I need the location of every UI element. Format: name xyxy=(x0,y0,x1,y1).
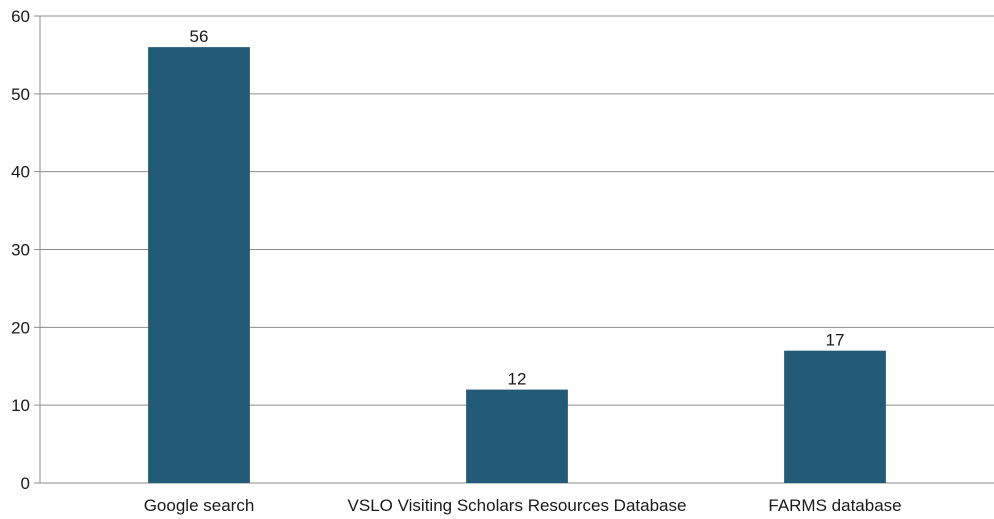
x-category-label: FARMS database xyxy=(768,496,901,515)
y-axis-ticks: 0 10 20 30 40 50 60 xyxy=(11,7,30,493)
bar xyxy=(466,389,568,483)
y-tick-label: 30 xyxy=(11,241,30,260)
y-tick-label: 50 xyxy=(11,85,30,104)
x-axis-categories: Google search VSLO Visiting Scholars Reso… xyxy=(144,496,902,515)
bar xyxy=(148,47,250,484)
data-labels: 56 12 17 xyxy=(190,27,845,388)
x-category-label: Google search xyxy=(144,496,255,515)
bar-value-label: 56 xyxy=(190,27,209,46)
y-tick-label: 20 xyxy=(11,318,30,337)
bar-value-label: 17 xyxy=(826,331,845,350)
y-tick-label: 0 xyxy=(21,474,30,493)
bar-value-label: 12 xyxy=(508,370,527,389)
y-tick-label: 40 xyxy=(11,163,30,182)
bars xyxy=(148,47,886,484)
y-tick-label: 10 xyxy=(11,396,30,415)
x-category-label: VSLO Visiting Scholars Resources Databas… xyxy=(348,496,687,515)
bar xyxy=(784,350,886,483)
y-tick-label: 60 xyxy=(11,7,30,26)
